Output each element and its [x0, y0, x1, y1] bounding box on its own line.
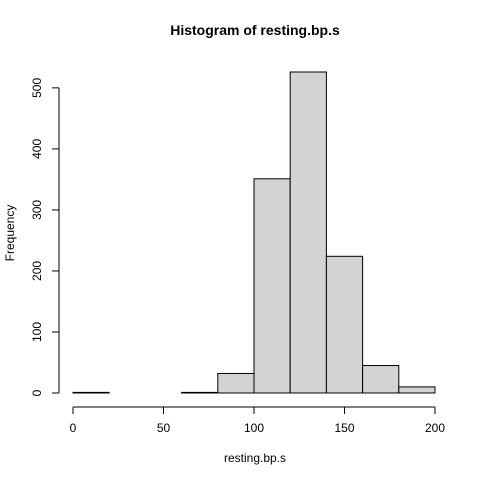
y-tick-label: 300 — [30, 200, 44, 220]
x-tick-label: 200 — [425, 421, 445, 435]
x-tick-label: 100 — [244, 421, 264, 435]
histogram-bar-9 — [398, 386, 436, 394]
y-tick-label: 200 — [30, 261, 44, 281]
y-tick-label: 500 — [30, 78, 44, 98]
histogram-bar-5 — [253, 178, 291, 394]
histogram-bar-3 — [181, 391, 219, 394]
x-tick-label: 50 — [157, 421, 171, 435]
histogram-bar-6 — [289, 71, 327, 394]
y-tick-label: 0 — [30, 389, 44, 396]
y-axis: 0 100 200 300 400 500 — [30, 78, 60, 396]
chart-title: Histogram of resting.bp.s — [170, 22, 340, 38]
histogram-bar-4 — [217, 372, 255, 394]
histogram-bar-8 — [362, 365, 400, 394]
y-tick-label: 100 — [30, 322, 44, 342]
bars-group — [72, 71, 436, 394]
histogram-bar-7 — [325, 255, 364, 394]
histogram-bar-0 — [72, 391, 110, 394]
x-axis-label: resting.bp.s — [224, 451, 286, 465]
x-tick-label: 150 — [334, 421, 354, 435]
y-axis-label: Frequency — [3, 205, 17, 262]
x-tick-label: 0 — [70, 421, 77, 435]
x-axis: 0 50 100 150 200 — [70, 406, 445, 435]
y-tick-label: 400 — [30, 139, 44, 159]
